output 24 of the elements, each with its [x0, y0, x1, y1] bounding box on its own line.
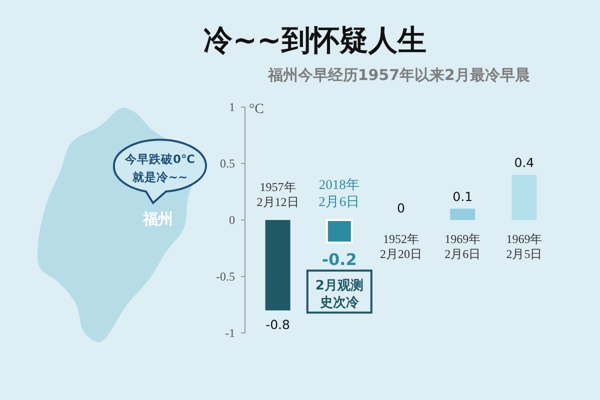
y-tick-label: 1 [229, 100, 235, 114]
data-label: -0.8 [266, 316, 290, 332]
data-label: -0.2 [322, 250, 357, 270]
bar [265, 220, 290, 310]
data-label: 0.1 [452, 189, 473, 204]
data-label: 0 [397, 200, 406, 216]
chart-title: 冷~~到怀疑人生 [204, 23, 426, 57]
chart-subtitle: 福州今早经历1957年以来2月最冷早晨 [266, 66, 530, 84]
x-tick-label: 2018年2月6日 [318, 177, 360, 209]
y-tick-label: -1 [225, 326, 235, 340]
x-tick-label: 1969年2月6日 [444, 232, 481, 261]
text: 今早跌破0℃就是冷~~ [124, 152, 196, 184]
bar [512, 174, 537, 220]
bar [450, 208, 476, 220]
text: 福州 [142, 210, 173, 228]
annotation: 2月观测史次冷 [315, 278, 364, 311]
y-tick-label: -0.5 [216, 270, 235, 284]
x-tick-label: 1952年2月20日 [380, 232, 422, 261]
y-tick-label: 0.5 [220, 156, 235, 171]
x-tick-label: 1957年2月12日 [256, 180, 299, 209]
y-tick-label: 0 [229, 213, 235, 228]
y-axis-title: °C [249, 102, 264, 117]
x-tick-label: 1969年2月5日 [506, 232, 542, 261]
data-label: 0.4 [514, 155, 534, 170]
